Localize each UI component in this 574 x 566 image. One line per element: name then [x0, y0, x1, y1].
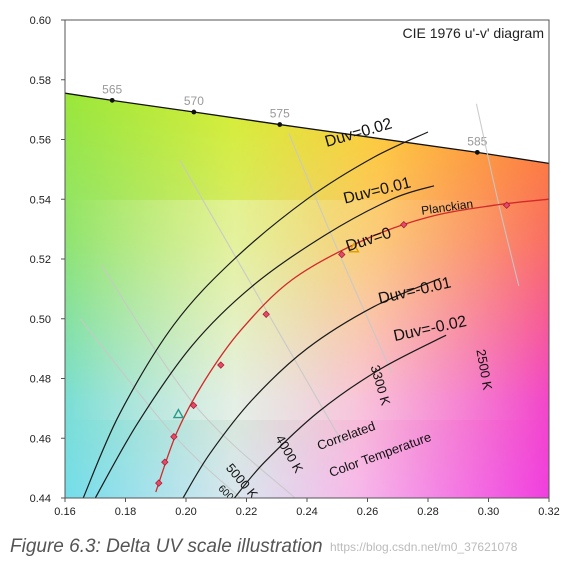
- x-tick-label: 0.24: [296, 506, 317, 518]
- x-tick-label: 0.22: [236, 506, 257, 518]
- chart-title: CIE 1976 u'-v' diagram: [402, 25, 544, 41]
- locus-point: [474, 149, 480, 155]
- figure-caption: Figure 6.3: Delta UV scale illustration: [10, 536, 323, 557]
- locus-wavelength-label: 565: [102, 82, 122, 96]
- y-tick-label: 0.60: [30, 15, 51, 27]
- x-tick-label: 0.26: [357, 506, 378, 518]
- duv-series-line: [182, 277, 441, 498]
- y-tick-label: 0.58: [30, 75, 51, 87]
- y-tick-label: 0.46: [30, 433, 51, 445]
- x-tick-label: 0.28: [417, 506, 438, 518]
- x-tick-label: 0.16: [54, 506, 75, 518]
- planckian-point: [338, 250, 346, 259]
- x-tick-label: 0.30: [478, 506, 499, 518]
- planckian-point: [189, 401, 198, 410]
- x-tick-label: 0.18: [115, 506, 136, 518]
- locus-wavelength-label: 585: [467, 134, 487, 148]
- spectral-locus: 565 570 575 585: [65, 82, 549, 165]
- locus-point: [191, 109, 197, 115]
- planckian-point: [170, 433, 178, 441]
- planckian-point: [161, 458, 169, 466]
- spectral-locus-line: [65, 92, 549, 165]
- y-tick-label: 0.54: [30, 194, 51, 206]
- y-axis: 0.44 0.46 0.48 0.50 0.52 0.54 0.56 0.58 0.60: [30, 15, 65, 505]
- duv-series-line: [233, 334, 447, 498]
- x-tick-label: 0.32: [538, 506, 559, 518]
- duv-series-line: [82, 131, 429, 498]
- planckian-point: [400, 220, 408, 229]
- outside-locus-region: [65, 20, 549, 164]
- triangle-marker: [348, 242, 360, 253]
- planckian-point: [262, 310, 270, 318]
- planckian-point: [502, 201, 511, 209]
- planckian-point: [217, 361, 225, 369]
- y-tick-label: 0.48: [30, 374, 51, 386]
- duv-series-line: [155, 198, 549, 493]
- x-tick-label: 0.20: [175, 506, 196, 518]
- planckian-points: [155, 201, 511, 487]
- isotherm-line: [475, 103, 520, 287]
- isotherm-line: [79, 318, 241, 498]
- duv-lines: [82, 131, 549, 498]
- locus-point: [277, 122, 283, 127]
- y-tick-label: 0.44: [30, 493, 51, 505]
- planckian-point: [155, 479, 163, 487]
- watermark: https://blog.csdn.net/m0_37621078: [330, 540, 518, 554]
- duv-series-line: [94, 185, 435, 498]
- locus-wavelength-label: 575: [270, 107, 290, 121]
- triangle-marker: [172, 408, 185, 419]
- x-axis: 0.16 0.18 0.20 0.22 0.24 0.26 0.28 0.30 0.32: [54, 498, 560, 518]
- y-tick-label: 0.52: [30, 254, 51, 266]
- locus-point: [109, 97, 115, 103]
- y-tick-label: 0.56: [30, 135, 51, 147]
- y-tick-label: 0.50: [30, 314, 51, 326]
- plot-background: [65, 20, 549, 498]
- chart-annotation: 2500 K: [473, 348, 495, 392]
- locus-wavelength-label: 570: [184, 94, 204, 108]
